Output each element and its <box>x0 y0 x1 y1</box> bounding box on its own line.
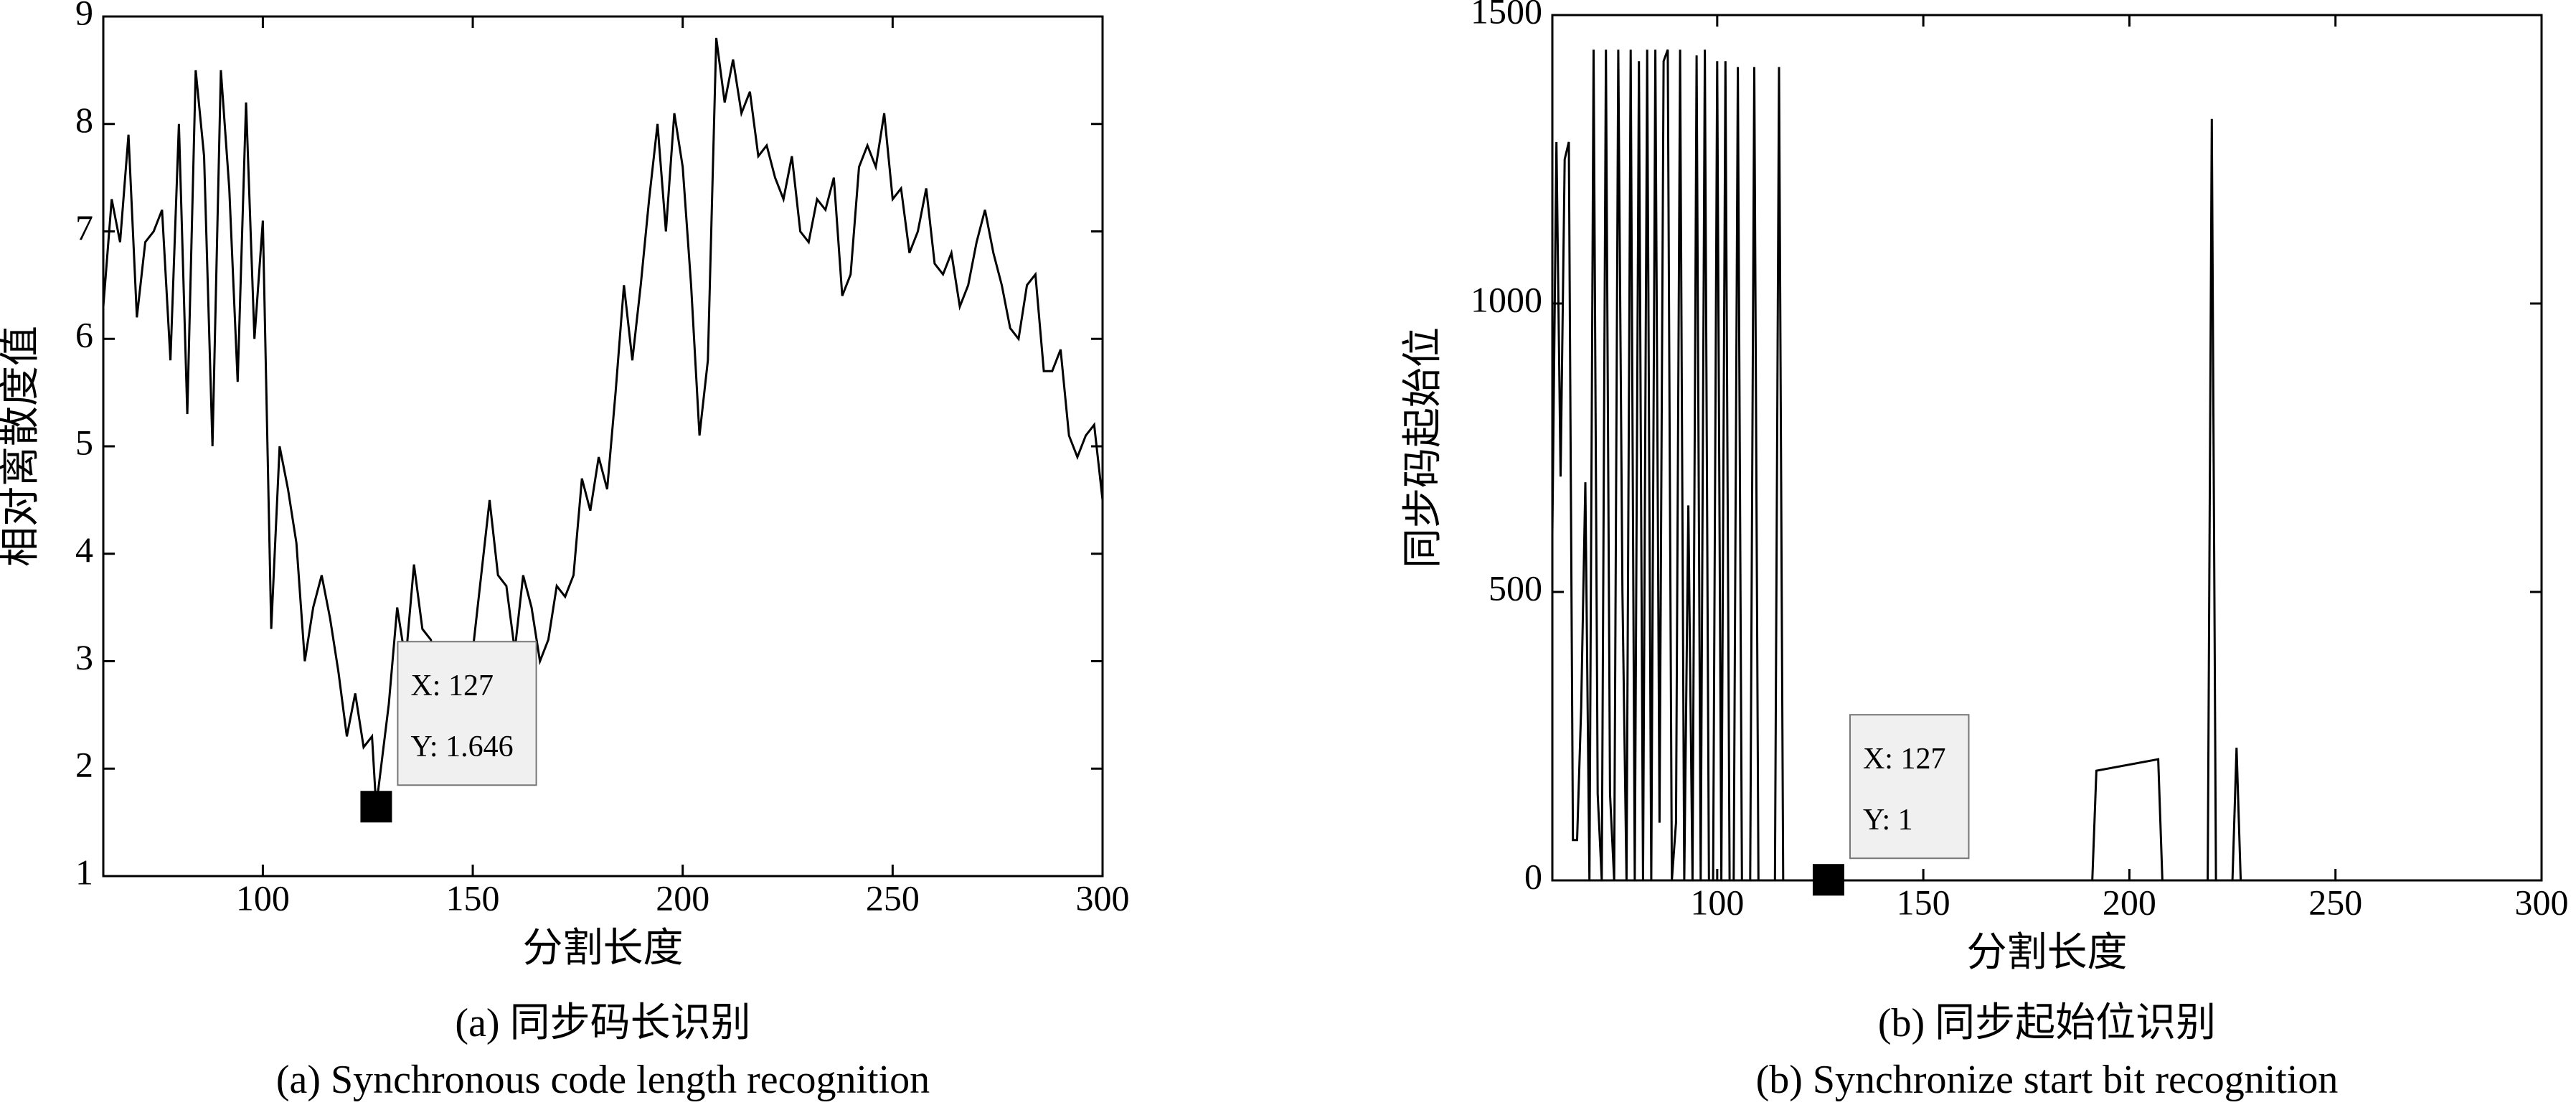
data-line <box>102 37 1104 807</box>
y-tick-label: 6 <box>75 315 93 355</box>
y-tick-label: 3 <box>75 637 93 677</box>
y-tick-label: 500 <box>1488 568 1542 608</box>
x-tick-label: 200 <box>656 878 709 918</box>
plot-frame <box>102 15 1104 878</box>
y-tick-label: 1500 <box>1471 0 1542 31</box>
datatip-marker <box>360 791 392 823</box>
y-tick-label: 2 <box>75 745 93 785</box>
x-axis-label: 分割长度 <box>523 926 684 971</box>
y-tick-label: 9 <box>75 0 93 32</box>
y-tick-label: 0 <box>1524 856 1542 896</box>
x-tick-label: 150 <box>446 878 500 918</box>
y-tick-label: 5 <box>75 422 93 462</box>
caption: (a) 同步码长识别 <box>455 1001 750 1045</box>
datatip-box <box>397 641 537 786</box>
datatip-y: Y: 1.646 <box>410 730 513 763</box>
datatip-x: X: 127 <box>1863 743 1946 776</box>
plot-frame <box>1551 14 2543 882</box>
x-tick-label: 200 <box>2103 882 2156 922</box>
y-tick-label: 4 <box>75 530 93 570</box>
caption-english: (a) Synchronous code length recognition <box>276 1058 930 1102</box>
x-tick-label: 250 <box>866 878 920 918</box>
y-tick-label: 8 <box>75 100 93 140</box>
y-tick-label: 1 <box>75 852 93 892</box>
y-tick-label: 7 <box>75 207 93 248</box>
x-tick-label: 300 <box>2515 882 2569 922</box>
datatip-box <box>1849 714 1970 860</box>
y-axis-label: 同步码起始位 <box>1401 327 1445 568</box>
caption-english: (b) Synchronize start bit recognition <box>1756 1058 2339 1102</box>
y-tick-label: 1000 <box>1471 279 1542 319</box>
caption: (b) 同步起始位识别 <box>1878 1001 2216 1045</box>
data-line <box>1551 49 2542 882</box>
y-axis-label: 相对离散度值 <box>0 326 43 567</box>
x-tick-label: 100 <box>236 878 290 918</box>
x-tick-label: 250 <box>2308 882 2362 922</box>
datatip-marker <box>1812 864 1844 896</box>
x-tick-label: 150 <box>1897 882 1950 922</box>
datatip-y: Y: 1 <box>1863 804 1913 837</box>
x-axis-label: 分割长度 <box>1967 931 2128 975</box>
x-tick-label: 100 <box>1690 882 1744 922</box>
datatip-x: X: 127 <box>410 669 494 702</box>
x-tick-label: 300 <box>1076 878 1130 918</box>
